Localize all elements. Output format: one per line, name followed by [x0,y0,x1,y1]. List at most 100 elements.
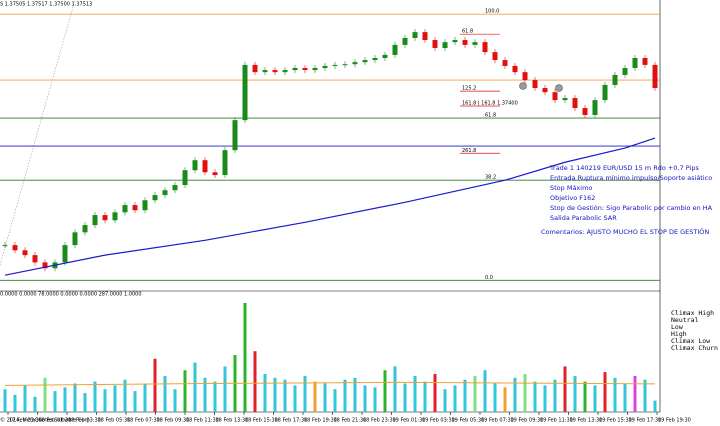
x-tick-label: 18 Feb 23:30 [363,418,396,424]
volume-header: 0.0000 0.0000 78.0000 0.0000 0.0000 287.… [0,292,142,298]
x-tick-label: 18 Feb 13:30 [216,418,249,424]
candle-body [182,170,188,186]
candle-body [172,185,178,191]
level-label: 38.2 [485,175,496,181]
level-label: 100.0 [485,9,499,15]
volume-bar [563,366,567,412]
annotation: Stop de Gestión: Sigo Parabolic por camb… [550,204,713,212]
annotation: Salida Parabolic SAR [550,214,617,222]
legend-entry: Climax High [671,309,714,317]
volume-bar [463,379,467,412]
candle-body [592,100,598,115]
candle-body [92,215,98,226]
volume-bar [593,385,597,412]
candle-body [12,245,18,251]
candle-body [612,74,618,85]
candle-body [362,60,368,63]
volume-bar [303,375,307,412]
volume-bar [203,377,207,412]
candle-body [192,160,198,171]
legend-entry: Climax Churn [671,344,718,352]
volume-bar [473,375,477,412]
x-tick-label: 19 Feb 19:30 [658,418,691,424]
legend-entry: Climax Low [671,337,710,345]
volume-bar [33,396,37,412]
x-tick-label: 18 Feb 15:30 [245,418,278,424]
legend-entry: High [671,330,687,338]
volume-bar [153,358,157,412]
fib-label: 261.8 [462,148,476,154]
price-header: S 1.37505 1.37517 1.37500 1.37513 [0,2,92,8]
candle-body [492,52,498,61]
candle-body [232,120,238,151]
volume-bar [293,385,297,412]
volume-bar [523,374,527,412]
volume-bar [163,375,167,412]
volume-bar [3,389,7,412]
candle-body [472,42,478,45]
fib-label: 61.8 [462,29,473,35]
candle-body [532,80,538,89]
volume-bar [313,381,317,412]
volume-bar [103,389,107,412]
volume-bar [493,383,497,412]
x-tick-label: 19 Feb 15:30 [599,418,632,424]
volume-bar [573,375,577,412]
volume-bar [603,372,607,412]
x-tick-label: 19 Feb 09:30 [511,418,544,424]
volume-bar [483,370,487,412]
volume-bar [253,351,257,412]
volume-bar [273,377,277,412]
volume-bar [93,381,97,412]
volume-bar [223,366,227,412]
candle-body [512,65,518,73]
trend-line [0,0,76,266]
candle-body [452,40,458,43]
volume-bar [383,370,387,412]
volume-bar [83,393,87,412]
volume-bar [433,374,437,412]
volume-bar [53,391,57,412]
candle-body [142,200,148,211]
volume-bar [323,383,327,412]
level-label: 0.0 [485,275,493,281]
candle-body [412,32,418,38]
candle-body [112,212,118,221]
candle-body [122,205,128,213]
x-tick-label: 18 Feb 07:30 [127,418,160,424]
candle-body [442,42,448,48]
copyright: © 2014, MetaQuotes Software Corp. [0,417,92,424]
candle-body [562,98,568,101]
candle-body [602,84,608,101]
level-label: 61.8 [485,113,496,119]
candle-body [62,245,68,263]
volume-bar [73,383,77,412]
volume-bar [403,383,407,412]
volume-bar [533,381,537,412]
volume-bar [143,383,147,412]
volume-bar [243,302,247,412]
volume-bar [353,377,357,412]
volume-bar [503,387,507,412]
candle-body [32,255,38,263]
candle-body [332,64,338,66]
legend-entry: Low [671,323,683,331]
volume-bar [393,366,397,412]
annotation: Comentarios: AJUSTO MUCHO EL STOP DE GES… [541,227,709,236]
candle-body [302,68,308,71]
volume-bar [113,385,117,412]
volume-bar [63,387,67,412]
candle-body [252,64,258,73]
volume-bar [183,370,187,412]
x-tick-label: 19 Feb 03:30 [422,418,455,424]
volume-bar [373,387,377,412]
candle-body [312,68,318,71]
candle-body [162,190,168,196]
candle-body [642,58,648,65]
volume-bar [333,389,337,412]
candle-body [22,250,28,256]
candle-body [72,232,78,246]
candle-body [212,172,218,176]
candle-body [352,62,358,65]
